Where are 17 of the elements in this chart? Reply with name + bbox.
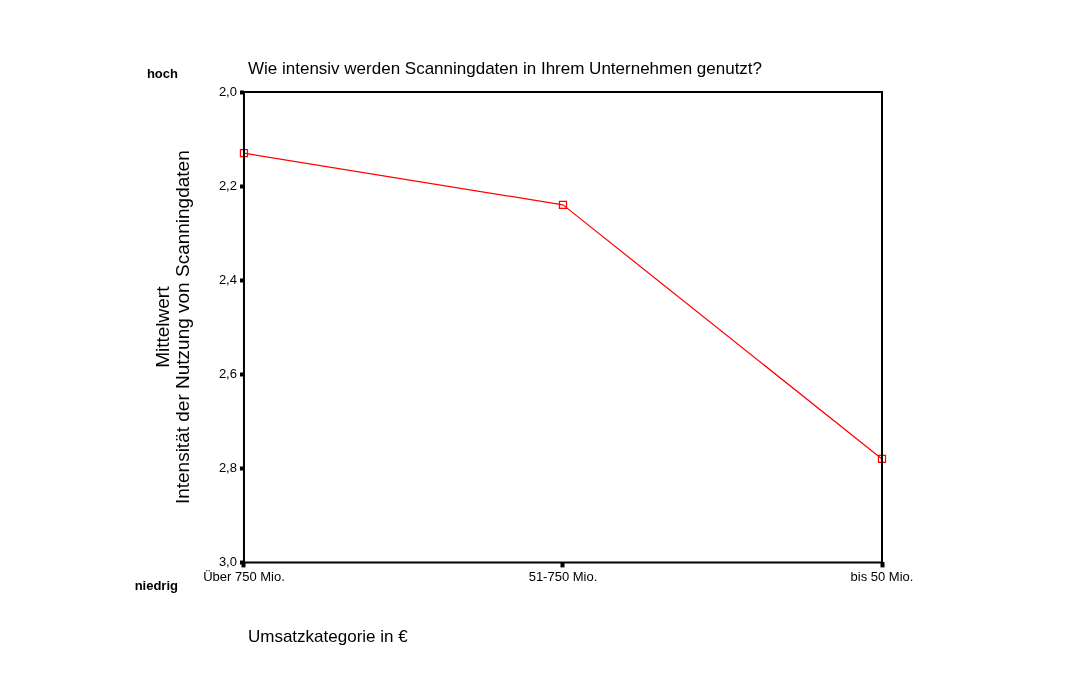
y-tick-label: 2,0 [218,83,237,99]
point [239,149,249,158]
x-tick-label: Über 750 Mio. [203,568,285,584]
x-tick-label: bis 50 Mio. [850,568,914,584]
y-tick-label: 2,6 [218,365,237,381]
y-axis-title: Mittelwert Intensität der Nutzung von Scanningdaten [152,150,194,505]
y-tick-label: 2,8 [218,459,237,475]
y-tick-label: 2,2 [218,177,237,193]
text: niedrig [134,578,179,594]
x-axis-title: Umsatzkategorie in € [247,627,409,647]
point [558,200,568,210]
chart-title: Wie intensiv werden Scanningdaten in Ihrem Unternehmen genutzt? [247,59,763,78]
text: hoch [146,66,179,81]
y-tick-label: 2,4 [218,271,237,287]
point [877,454,887,464]
x-tick-label: 51-750 Mio. [528,568,598,584]
y-tick-label: 3,0 [218,553,237,569]
